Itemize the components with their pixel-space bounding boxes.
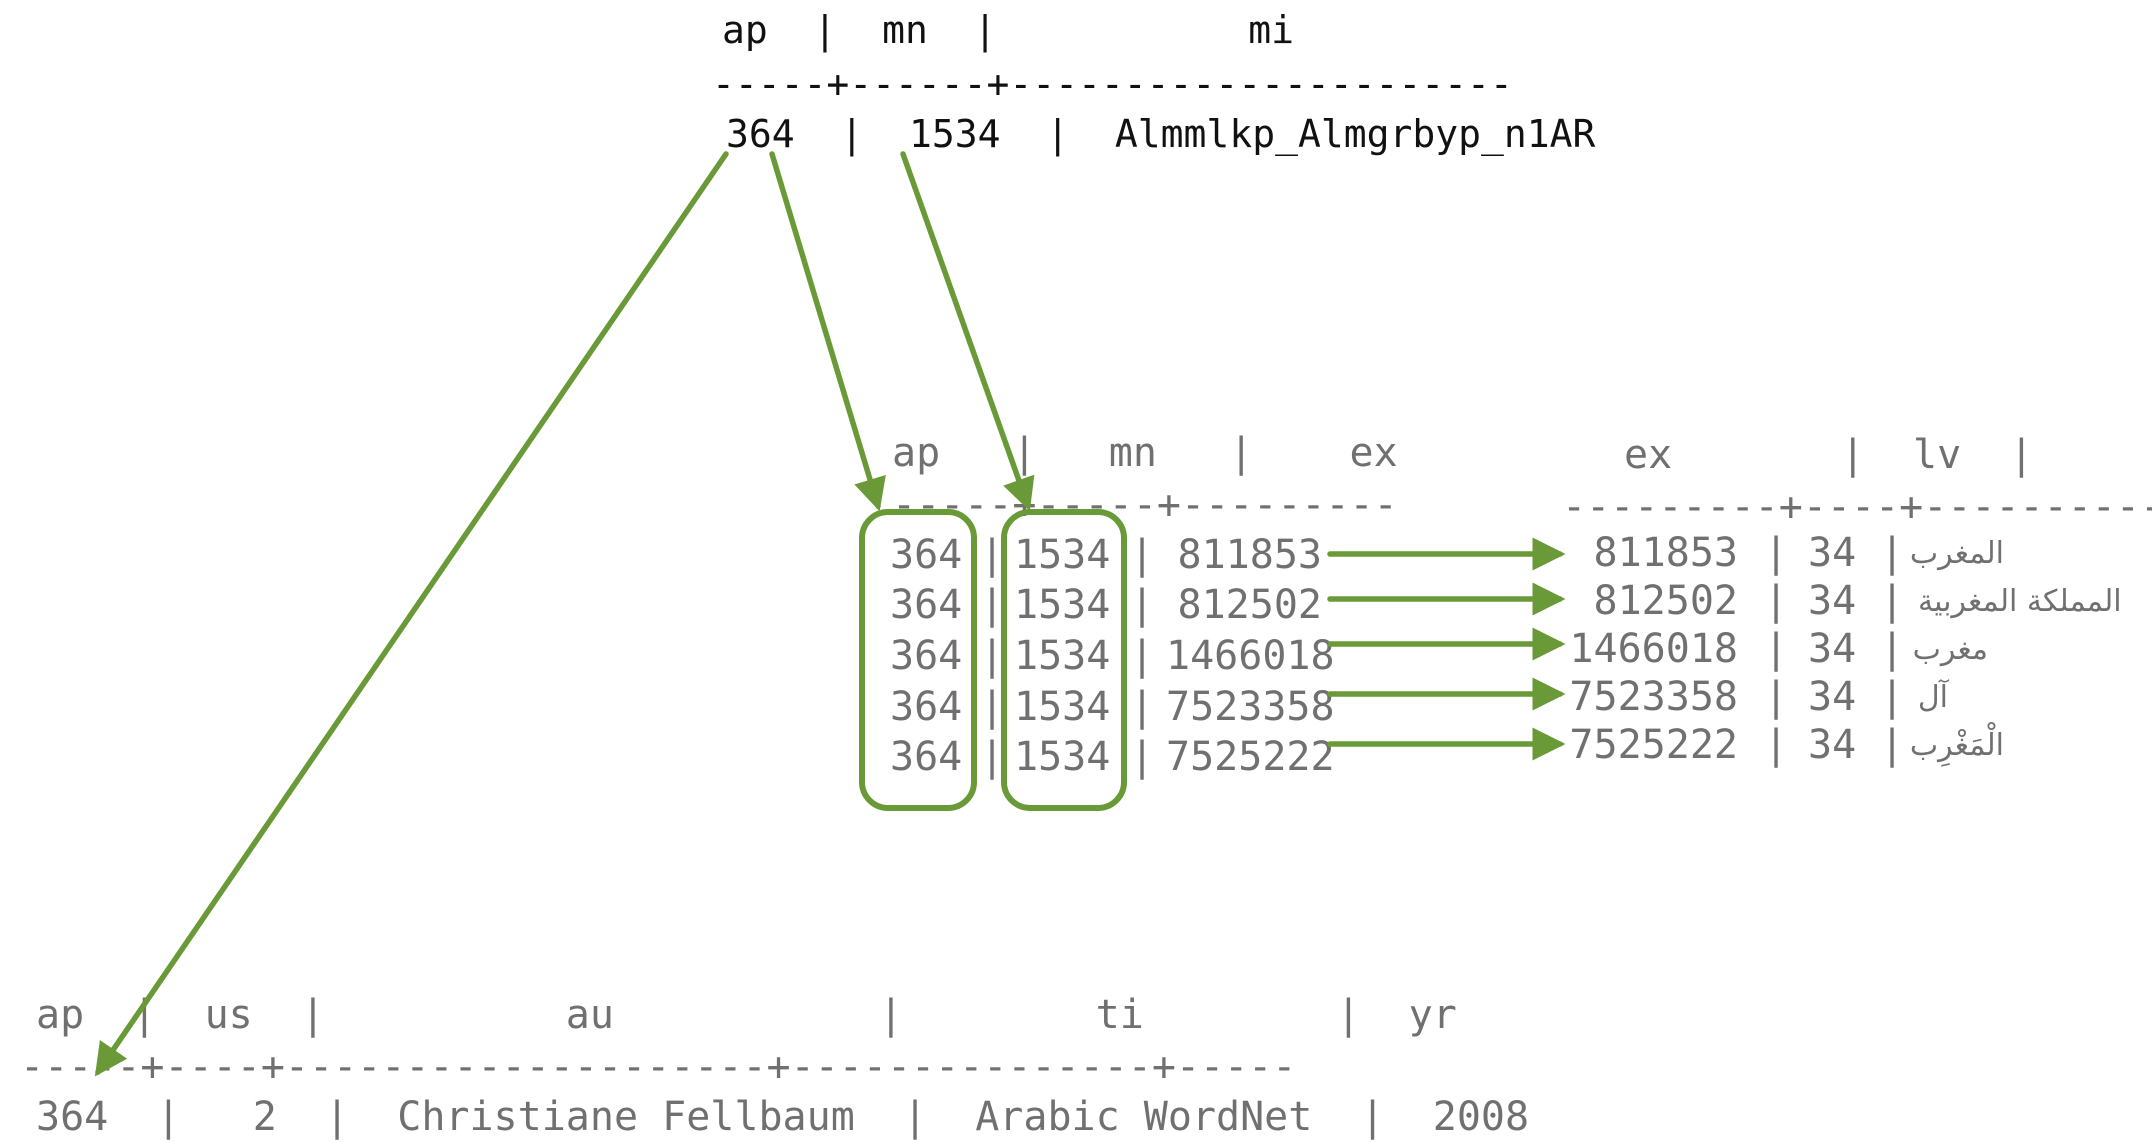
top-table-separator: -----+------+---------------------- [712, 62, 1513, 106]
right-lv-cell: 34 [1808, 674, 1857, 720]
middle-ap-cell: 364 [890, 633, 963, 679]
arrow-mn-to-middle [900, 151, 1035, 512]
right-col-divider: | [1764, 674, 1789, 720]
middle-ex-cell: 1466018 [1166, 633, 1335, 679]
right-col-divider: | [1880, 530, 1905, 576]
right-col-divider: | [1880, 626, 1905, 672]
arrow-ap-to-bottom [94, 151, 729, 1077]
right-col-divider: | [1764, 578, 1789, 624]
right-lv-cell: 34 [1808, 722, 1857, 768]
middle-mn-cell: 1534 [1014, 532, 1111, 578]
right-col-divider: | [1764, 722, 1789, 768]
middle-ex-cell: 812502 [1177, 582, 1323, 628]
middle-ap-cell: 364 [890, 582, 963, 628]
right-ex-cell: 1466018 [1569, 626, 1738, 672]
right-ex-cell: 812502 [1593, 578, 1739, 624]
right-ex-cell: 7525222 [1569, 722, 1738, 768]
middle-col-divider: | [1130, 532, 1155, 578]
top-table-row: 364 | 1534 | Almmlkp_Almgrbyp_n1AR [726, 112, 1596, 156]
bottom-table-row: 364 | 2 | Christiane Fellbaum | Arabic W… [36, 1094, 1530, 1140]
bottom-table-separator: -----+----+--------------------+--------… [20, 1044, 1297, 1090]
right-col-divider: | [1880, 722, 1905, 768]
middle-col-divider: | [1130, 633, 1155, 679]
middle-ap-cell: 364 [890, 532, 963, 578]
middle-mn-cell: 1534 [1014, 684, 1111, 730]
middle-ex-cell: 7525222 [1166, 734, 1335, 780]
middle-col-divider: | [980, 633, 1005, 679]
middle-col-divider: | [980, 734, 1005, 780]
middle-col-divider: | [1130, 684, 1155, 730]
top-table-header: ap | mn | mi [722, 8, 1294, 52]
right-tt-cell: المملكة المغربية [1918, 584, 2122, 619]
middle-col-divider: | [980, 532, 1005, 578]
right-table-separator: ---------+----+----------- [1562, 484, 2152, 530]
right-col-divider: | [1764, 530, 1789, 576]
right-table-header: ex | lv | tt [1624, 432, 2152, 478]
right-lv-cell: 34 [1808, 626, 1857, 672]
arrow-ap-to-middle [769, 151, 886, 512]
ap-highlight-box [859, 509, 977, 811]
right-lv-cell: 34 [1808, 530, 1857, 576]
middle-col-divider: | [980, 582, 1005, 628]
middle-mn-cell: 1534 [1014, 582, 1111, 628]
middle-table-header: ap | mn | ex [892, 430, 1398, 476]
middle-col-divider: | [1130, 582, 1155, 628]
right-tt-cell: مغرب [1912, 632, 1988, 667]
middle-mn-cell: 1534 [1014, 633, 1111, 679]
bottom-table-header: ap | us | au | ti | yr [36, 992, 1457, 1038]
right-tt-cell: المغرب [1909, 536, 2004, 571]
right-col-divider: | [1880, 578, 1905, 624]
right-tt-cell: آل [1917, 680, 1948, 715]
right-lv-cell: 34 [1808, 578, 1857, 624]
middle-table-separator: -----+-----+--------- [892, 482, 1398, 528]
middle-mn-cell: 1534 [1014, 734, 1111, 780]
right-ex-cell: 7523358 [1569, 674, 1738, 720]
right-tt-cell: الْمَغْرِب [1909, 728, 2004, 763]
right-col-divider: | [1764, 626, 1789, 672]
middle-ex-cell: 7523358 [1166, 684, 1335, 730]
right-ex-cell: 811853 [1593, 530, 1739, 576]
middle-ap-cell: 364 [890, 684, 963, 730]
right-col-divider: | [1880, 674, 1905, 720]
mn-highlight-box [1001, 509, 1127, 811]
middle-col-divider: | [1130, 734, 1155, 780]
middle-ap-cell: 364 [890, 734, 963, 780]
middle-col-divider: | [980, 684, 1005, 730]
middle-ex-cell: 811853 [1177, 532, 1323, 578]
